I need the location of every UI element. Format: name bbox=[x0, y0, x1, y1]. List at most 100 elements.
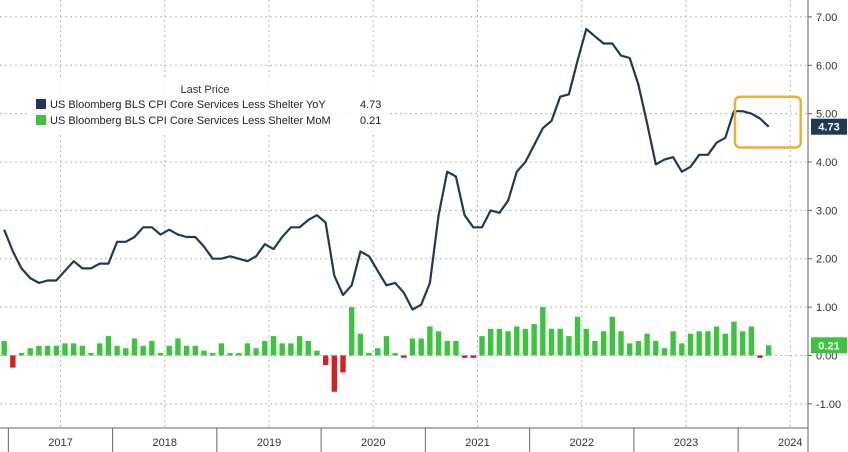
mom-bar-60 bbox=[522, 328, 529, 356]
mom-bar-4 bbox=[36, 345, 42, 356]
x-tick-label-2020: 2020 bbox=[361, 437, 385, 449]
mom-bar-36 bbox=[314, 350, 320, 356]
mom-bar-65 bbox=[566, 336, 572, 356]
annotations bbox=[733, 95, 802, 149]
mom-bar-73 bbox=[635, 340, 642, 356]
mom-bar-47 bbox=[409, 338, 416, 356]
mom-bar-29 bbox=[253, 348, 259, 356]
legend-label-yoy: US Bloomberg BLS CPI Core Services Less … bbox=[50, 99, 326, 111]
mom-bar-84 bbox=[731, 321, 737, 356]
mom-bar-17 bbox=[149, 340, 155, 356]
mom-bar-74 bbox=[644, 333, 650, 356]
mom-bar-21 bbox=[183, 345, 190, 356]
legend-title: Last Price bbox=[181, 84, 230, 96]
legend-label-mom: US Bloomberg BLS CPI Core Services Less … bbox=[50, 115, 331, 127]
mom-bar-2 bbox=[18, 353, 25, 356]
mom-bar-38 bbox=[331, 355, 338, 392]
y-tick-label-6: 5.00 bbox=[816, 109, 837, 121]
mom-bar-76 bbox=[661, 348, 668, 356]
x-tick-label-2022: 2022 bbox=[570, 437, 594, 449]
mom-bar-78 bbox=[679, 343, 685, 356]
mom-bar-48 bbox=[418, 338, 424, 356]
mom-bar-43 bbox=[375, 348, 381, 356]
mom-bar-61 bbox=[531, 324, 537, 356]
mom-bar-31 bbox=[270, 336, 277, 356]
highlight-box-0 bbox=[733, 95, 802, 149]
value-flags: 4.73 0.21 bbox=[811, 118, 847, 354]
x-tick-label-2021: 2021 bbox=[465, 437, 489, 449]
y-tick-label-1: 0.00 bbox=[816, 350, 837, 362]
mom-bar-88 bbox=[766, 345, 772, 356]
mom-bar-6 bbox=[53, 345, 59, 356]
value-flag-label-0: 4.73 bbox=[818, 122, 839, 134]
mom-bar-63 bbox=[548, 328, 555, 356]
mom-bar-86 bbox=[748, 326, 755, 356]
mom-bar-12 bbox=[105, 336, 112, 356]
mom-bar-69 bbox=[600, 331, 607, 356]
value-flag-label-1: 0.21 bbox=[818, 340, 839, 352]
mom-bar-8 bbox=[70, 343, 77, 356]
value-flag-bg-0 bbox=[811, 118, 847, 135]
mom-bar-32 bbox=[279, 343, 285, 356]
mom-bar-15 bbox=[131, 338, 138, 356]
mom-bar-50 bbox=[435, 331, 442, 356]
mom-bar-24 bbox=[209, 353, 216, 356]
mom-bar-16 bbox=[140, 345, 146, 356]
mom-bar-51 bbox=[444, 340, 450, 356]
mom-bar-19 bbox=[166, 345, 172, 356]
y-tick-label-5: 4.00 bbox=[816, 157, 837, 169]
mom-bar-13 bbox=[114, 345, 120, 356]
mom-bar-49 bbox=[427, 326, 433, 356]
legend-swatch-yoy bbox=[36, 99, 46, 109]
x-axis: 2017 2018 2019 2020 2021 2022 2023 2024 bbox=[0, 427, 808, 452]
mom-bar-11 bbox=[97, 343, 103, 356]
x-tick-label-2023: 2023 bbox=[674, 437, 698, 449]
mom-bar-79 bbox=[687, 333, 694, 356]
mom-bar-44 bbox=[383, 336, 390, 356]
mom-bar-7 bbox=[62, 343, 68, 356]
mom-bar-64 bbox=[557, 328, 563, 356]
legend-value-mom: 0.21 bbox=[360, 115, 381, 127]
y-tick-label-0: -1.00 bbox=[816, 399, 841, 411]
mom-bar-71 bbox=[618, 331, 624, 356]
mom-bar-22 bbox=[192, 345, 198, 356]
mom-bar-33 bbox=[288, 343, 294, 356]
mom-bar-67 bbox=[583, 328, 589, 356]
mom-bar-0 bbox=[1, 340, 7, 356]
mom-bar-75 bbox=[653, 340, 659, 356]
x-tick-label-2019: 2019 bbox=[257, 437, 281, 449]
mom-bar-58 bbox=[505, 331, 511, 356]
mom-bar-80 bbox=[696, 331, 702, 356]
mom-bar-85 bbox=[739, 331, 746, 356]
mom-bar-27 bbox=[236, 353, 242, 356]
y-tick-label-8: 7.00 bbox=[816, 12, 837, 24]
mom-bar-59 bbox=[514, 326, 520, 356]
x-tick-label-2018: 2018 bbox=[152, 437, 176, 449]
legend-swatch-mom bbox=[36, 115, 46, 125]
mom-bar-68 bbox=[592, 340, 598, 356]
mom-bar-20 bbox=[175, 338, 181, 356]
mom-bar-1 bbox=[10, 355, 16, 368]
mom-bar-9 bbox=[79, 345, 86, 356]
y-tick-label-3: 2.00 bbox=[816, 254, 837, 266]
mom-bars bbox=[1, 307, 772, 392]
mom-bar-56 bbox=[487, 328, 494, 356]
mom-bar-41 bbox=[357, 333, 364, 356]
mom-bar-54 bbox=[470, 355, 477, 358]
mom-bar-34 bbox=[296, 336, 303, 356]
mom-bar-77 bbox=[670, 331, 676, 356]
mom-bar-18 bbox=[157, 353, 164, 356]
y-tick-label-2: 1.00 bbox=[816, 302, 837, 314]
mom-bar-14 bbox=[123, 348, 129, 356]
y-tick-label-4: 3.00 bbox=[816, 205, 837, 217]
mom-bar-10 bbox=[88, 353, 94, 356]
mom-bar-35 bbox=[305, 340, 311, 356]
mom-bar-37 bbox=[322, 355, 329, 366]
mom-bar-25 bbox=[218, 343, 225, 356]
mom-bar-26 bbox=[227, 353, 233, 356]
yoy-series-line bbox=[3, 27, 770, 311]
mom-bar-39 bbox=[340, 355, 346, 373]
mom-bar-30 bbox=[262, 340, 268, 356]
mom-bar-83 bbox=[722, 333, 728, 356]
mom-bar-53 bbox=[461, 355, 468, 358]
